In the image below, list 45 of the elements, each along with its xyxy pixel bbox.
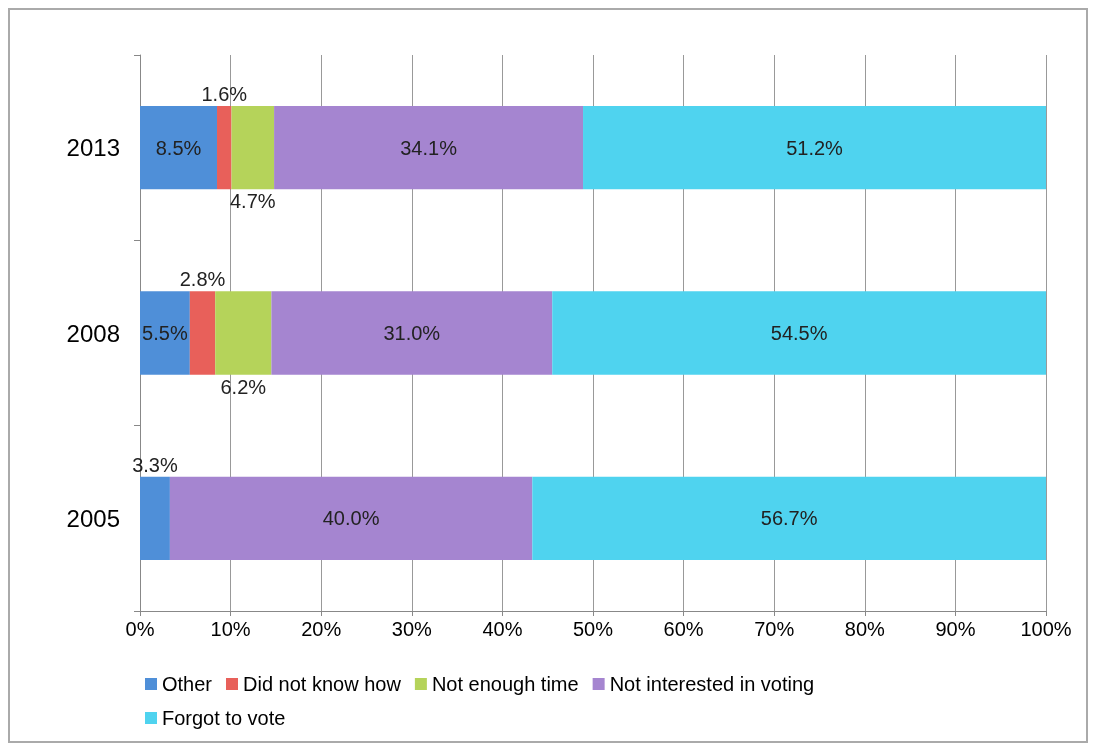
- y-tick-label: 2008: [66, 319, 120, 347]
- data-label: 6.2%: [220, 375, 267, 398]
- data-label: 5.5%: [142, 322, 188, 344]
- data-label: 3.3%: [132, 453, 178, 476]
- bar: [552, 291, 1046, 375]
- x-tick-label: 20%: [301, 618, 342, 640]
- data-label: 54.5%: [770, 322, 828, 344]
- bar: [217, 105, 232, 190]
- legend-label: Forgot to vote: [162, 707, 286, 729]
- legend-label: Not enough time: [431, 673, 579, 695]
- data-label: 40.0%: [322, 507, 380, 530]
- bar: [271, 291, 553, 375]
- data-label: 31.0%: [383, 322, 441, 344]
- y-tick-label: 2013: [66, 134, 120, 162]
- data-label: 8.5%: [155, 136, 202, 159]
- data-label: 2.8%: [179, 268, 226, 291]
- data-label: 1.6%: [201, 82, 248, 105]
- x-tick-label: 0%: [125, 618, 155, 640]
- x-tick-label: 10%: [210, 618, 251, 640]
- data-label: 51.2%: [786, 136, 844, 159]
- bar: [140, 291, 190, 375]
- data-label: 4.7%: [230, 190, 276, 213]
- x-tick-label: 40%: [482, 618, 523, 640]
- legend-label: Other: [162, 673, 213, 695]
- bar: [189, 291, 216, 375]
- x-tick-label: 80%: [844, 618, 886, 640]
- bar: [231, 105, 275, 190]
- x-tick-label: 70%: [754, 618, 795, 640]
- bar: [532, 476, 1046, 561]
- bar: [169, 476, 533, 561]
- bar: [140, 105, 218, 190]
- y-tick-label: 2005: [66, 504, 120, 532]
- x-tick-label: 90%: [935, 618, 976, 640]
- data-label: 56.7%: [760, 507, 818, 530]
- x-tick-label: 100%: [1020, 618, 1072, 640]
- bar: [140, 476, 170, 561]
- x-tick-label: 60%: [663, 618, 704, 640]
- bar: [215, 291, 272, 375]
- x-tick-label: 50%: [572, 618, 614, 640]
- bar: [583, 105, 1046, 190]
- x-tick-label: 30%: [391, 618, 433, 640]
- legend-label: Did not know how: [243, 673, 402, 695]
- data-label: 34.1%: [400, 136, 458, 159]
- legend-label: Not interested in voting: [609, 673, 815, 695]
- bar: [274, 105, 584, 190]
